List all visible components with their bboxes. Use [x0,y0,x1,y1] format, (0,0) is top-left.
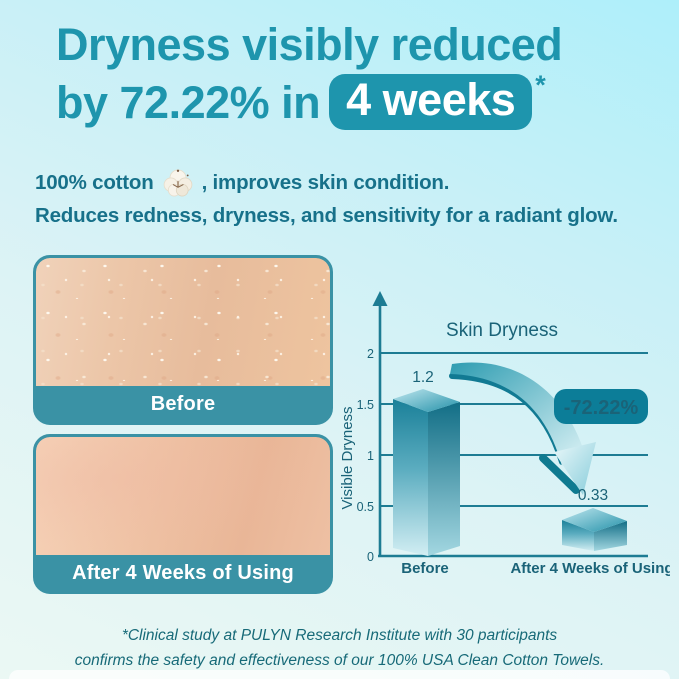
after-skin-photo [36,437,330,555]
category-after: After 4 Weeks of Using [510,560,670,577]
heading-line1: Dryness visibly reduced [56,19,563,70]
ytick-2: 2 [367,347,374,361]
before-photo-card: Before [33,255,333,425]
intro-copy: 100% cotton , improves skin condition. R… [35,167,618,233]
ytick-1-5: 1.5 [357,398,374,412]
before-skin-photo [36,258,330,386]
category-before: Before [401,560,449,577]
reduction-badge: -72.22% [554,389,648,424]
footnote-line2: confirms the safety and effectiveness of… [74,651,605,669]
clinical-footnote: *Clinical study at PULYN Research Instit… [0,624,679,674]
heading-line2: by 72.22% in 4 weeks * [56,70,562,131]
before-bar-value: 1.2 [412,369,434,386]
after-bar-value: 0.33 [578,487,608,504]
skin-dryness-chart: 2 1.5 1 0.5 0 Skin Dryness Visible Dryne… [340,291,670,577]
ytick-0: 0 [367,550,374,564]
intro-line1: 100% cotton , improves skin condition. [35,167,618,200]
after-label-bar: After 4 Weeks of Using [36,555,330,591]
y-tick-labels: 2 1.5 1 0.5 0 [357,347,374,564]
heading-line2-text: by 72.22% in [56,76,321,128]
trend-arrow-icon [449,362,596,495]
after-bar [562,508,627,551]
before-label-bar: Before [36,386,330,422]
four-weeks-highlight: 4 weeks [329,74,533,131]
y-axis-label: Visible Dryness [340,406,356,509]
ytick-1: 1 [367,449,374,463]
y-axis-arrowhead-icon [372,291,388,306]
reduction-badge-text: -72.22% [564,397,639,419]
cotton-flower-icon [163,169,192,197]
intro-line1-suffix: , improves skin condition. [201,171,450,194]
before-label: Before [150,392,216,415]
before-bar [393,389,460,556]
chart-title: Skin Dryness [446,320,558,341]
page-title: Dryness visibly reduced by 72.22% in 4 w… [56,18,563,131]
after-label: After 4 Weeks of Using [72,561,294,584]
intro-line2: Reduces redness, dryness, and sensitivit… [35,203,618,227]
bottom-card-edge [9,670,670,679]
ytick-0-5: 0.5 [357,500,374,514]
heading-asterisk: * [535,70,546,101]
axes [372,291,648,558]
footnote-line1: *Clinical study at PULYN Research Instit… [121,627,558,644]
after-photo-card: After 4 Weeks of Using [33,434,333,594]
intro-line1-prefix: 100% cotton [35,171,154,194]
